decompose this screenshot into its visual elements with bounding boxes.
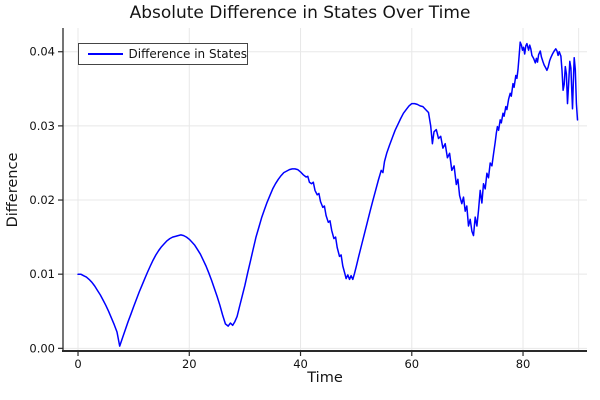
x-tick-label: 80 (516, 357, 531, 371)
y-tick-label: 0.01 (29, 267, 55, 281)
x-tick-label: 0 (74, 357, 81, 371)
y-axis-label: Difference (5, 152, 21, 228)
legend-series-label: Difference in States (128, 47, 247, 61)
y-tick-label: 0.00 (29, 341, 55, 355)
chart-title: Absolute Difference in States Over Time (129, 3, 471, 23)
x-tick-label: 20 (182, 357, 197, 371)
y-tick-label: 0.02 (29, 193, 55, 207)
legend-box: Difference in States (78, 43, 248, 65)
legend-line-sample-icon (88, 53, 123, 55)
x-tick-label: 40 (293, 357, 308, 371)
x-axis-label: Time (307, 370, 343, 386)
y-tick-label: 0.03 (29, 119, 55, 133)
x-tick-label: 60 (404, 357, 419, 371)
y-tick-label: 0.04 (29, 45, 55, 59)
series-line (77, 41, 579, 347)
